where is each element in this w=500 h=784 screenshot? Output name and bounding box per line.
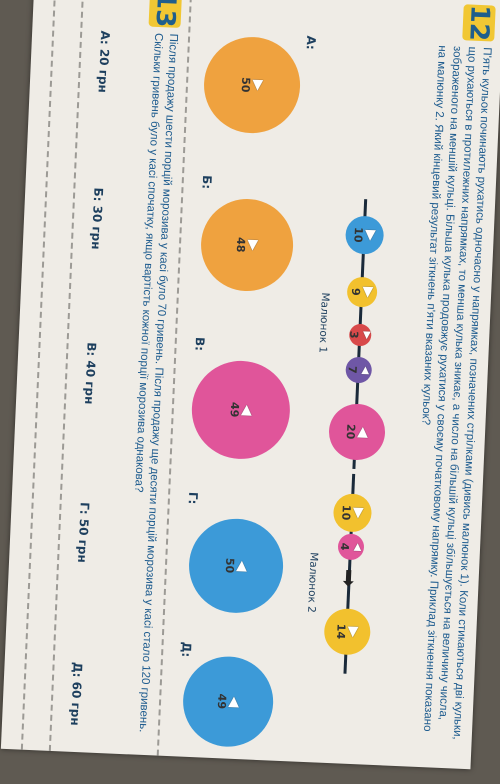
figure-1-ball-9: ▶ 9 [346, 276, 378, 308]
left-arrow-icon: ◀ [234, 560, 251, 572]
task-13-number: 13 [148, 0, 183, 28]
figure-2-caption: Малюнок 2 [305, 551, 320, 614]
answer-v-ball[interactable]: ◀ 49 [189, 358, 292, 462]
figure-1-caption: Малюнок 1 [316, 292, 332, 354]
answer-b-ball[interactable]: ▶ 48 [199, 197, 296, 293]
left-arrow-icon: ◀ [360, 366, 372, 375]
option-b[interactable]: Б: 30 грн [88, 187, 106, 250]
figure-2-ball-4: ◀ 4 [337, 533, 365, 561]
answer-v-label: В: [192, 336, 208, 352]
figure-1-ball-20: ◀ 20 [327, 402, 387, 462]
left-arrow-icon: ◀ [226, 696, 243, 708]
figure-1-ball-10: ▶ 10 [344, 215, 385, 255]
answer-a-label: А: [303, 35, 319, 51]
right-arrow-icon: ▶ [245, 239, 262, 252]
option-d[interactable]: Д: 60 грн [67, 661, 85, 726]
left-arrow-icon: ◀ [352, 543, 364, 552]
answer-g-ball[interactable]: ◀ 50 [187, 516, 286, 615]
answer-d-ball[interactable]: ◀ 49 [181, 654, 276, 749]
answer-g-label: Г: [185, 491, 201, 505]
divider-2 [48, 0, 85, 751]
task-12-number: 12 [462, 4, 496, 42]
figure-2-ball-14: ▶ 14 [323, 607, 372, 656]
task-13-text: Після продажу шести порцій морозива у ка… [132, 32, 180, 733]
right-arrow-icon: ▶ [360, 286, 377, 299]
left-arrow-icon: ◀ [239, 404, 256, 416]
right-arrow-icon: ▶ [361, 331, 373, 340]
option-v[interactable]: В: 40 грн [81, 342, 99, 405]
answer-b-label: Б: [199, 174, 215, 190]
left-arrow-icon: ◀ [355, 426, 372, 439]
answer-d-label: Д: [179, 641, 194, 658]
option-a[interactable]: А: 20 грн [95, 30, 113, 94]
right-arrow-icon: ▶ [250, 79, 267, 92]
answer-a-ball[interactable]: ▶ 50 [202, 35, 303, 136]
result-arrow-icon: ➡ [335, 568, 362, 588]
divider-3 [20, 0, 57, 750]
figure-2-ball-10: ▶ 10 [332, 493, 373, 533]
right-arrow-icon: ▶ [362, 229, 380, 242]
task-12-text: П'ять кульок починають рухатись одночасн… [419, 45, 493, 740]
figure-1-ball-3: ▶ 3 [348, 323, 373, 347]
option-g[interactable]: Г: 50 грн [75, 501, 92, 564]
figure-1-ball-7: ◀ 7 [345, 356, 373, 384]
right-arrow-icon: ▶ [345, 626, 363, 638]
right-arrow-icon: ▶ [350, 507, 368, 519]
